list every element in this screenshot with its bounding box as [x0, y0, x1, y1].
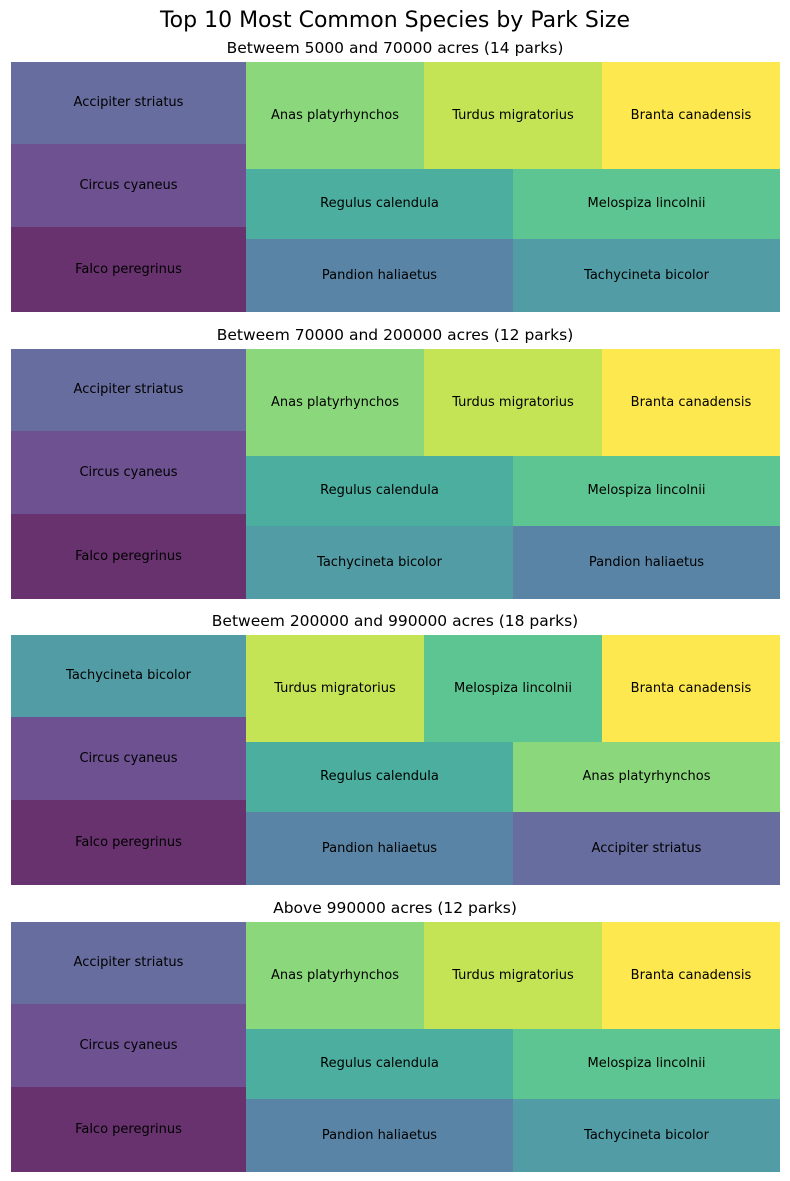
- treemap-cell: Turdus migratorius: [424, 349, 602, 456]
- treemap-panel: Falco peregrinus Circus cyaneus Accipiter …: [11, 62, 780, 312]
- panel-title: Above 990000 acres (12 parks): [273, 899, 517, 917]
- treemap-cell: Melospiza lincolnii: [424, 635, 602, 742]
- treemap-cell: Pandion haliaetus: [246, 812, 513, 885]
- treemap-cell: Regulus calendula: [246, 169, 513, 239]
- treemap-panel: Falco peregrinus Circus cyaneus Tachycinet…: [11, 635, 780, 885]
- treemap-cell: Anas platyrhynchos: [246, 349, 424, 456]
- treemap-cell: Melospiza lincolnii: [513, 456, 780, 526]
- treemap-cell: Circus cyaneus: [11, 717, 246, 800]
- treemap-cell: Tachycineta bicolor: [246, 526, 513, 599]
- treemap-cell: Anas platyrhynchos: [246, 62, 424, 169]
- treemap-panel: Falco peregrinus Circus cyaneus Accipiter …: [11, 922, 780, 1172]
- treemap-cell: Tachycineta bicolor: [513, 1099, 780, 1172]
- treemap-cell: Falco peregrinus: [11, 514, 246, 599]
- treemap-panel: Falco peregrinus Circus cyaneus Accipiter …: [11, 349, 780, 599]
- treemap-cell: Tachycineta bicolor: [11, 635, 246, 717]
- treemap-cell: Accipiter striatus: [11, 922, 246, 1004]
- treemap-cell: Circus cyaneus: [11, 1004, 246, 1087]
- treemap-cell: Anas platyrhynchos: [246, 922, 424, 1029]
- treemap-cell: Pandion haliaetus: [246, 239, 513, 312]
- treemap-cell: Turdus migratorius: [246, 635, 424, 742]
- treemap-cell: Circus cyaneus: [11, 144, 246, 227]
- treemap-cell: Branta canadensis: [602, 62, 780, 169]
- panel-title: Betweem 70000 and 200000 acres (12 parks…: [216, 326, 574, 344]
- treemap-cell: Branta canadensis: [602, 349, 780, 456]
- treemap-cell: Tachycineta bicolor: [513, 239, 780, 312]
- treemap-cell: Turdus migratorius: [424, 62, 602, 169]
- treemap-cell: Accipiter striatus: [513, 812, 780, 885]
- chart-title: Top 10 Most Common Species by Park Size: [159, 8, 631, 33]
- treemap-cell: Accipiter striatus: [11, 62, 246, 144]
- treemap-cell: Circus cyaneus: [11, 431, 246, 514]
- treemap-cell: Regulus calendula: [246, 1029, 513, 1099]
- panel-title: Betweem 5000 and 70000 acres (14 parks): [226, 39, 564, 57]
- panel-title: Betweem 200000 and 990000 acres (18 park…: [211, 612, 579, 630]
- treemap-cell: Anas platyrhynchos: [513, 742, 780, 812]
- treemap-cell: Falco peregrinus: [11, 1087, 246, 1172]
- treemap-cell: Melospiza lincolnii: [513, 169, 780, 239]
- treemap-cell: Falco peregrinus: [11, 227, 246, 312]
- treemap-cell: Pandion haliaetus: [513, 526, 780, 599]
- treemap-cell: Regulus calendula: [246, 742, 513, 812]
- treemap-cell: Falco peregrinus: [11, 800, 246, 885]
- treemap-cell: Accipiter striatus: [11, 349, 246, 431]
- treemap-cell: Melospiza lincolnii: [513, 1029, 780, 1099]
- treemap-cell: Branta canadensis: [602, 922, 780, 1029]
- treemap-cell: Turdus migratorius: [424, 922, 602, 1029]
- treemap-cell: Regulus calendula: [246, 456, 513, 526]
- treemap-cell: Branta canadensis: [602, 635, 780, 742]
- treemap-cell: Pandion haliaetus: [246, 1099, 513, 1172]
